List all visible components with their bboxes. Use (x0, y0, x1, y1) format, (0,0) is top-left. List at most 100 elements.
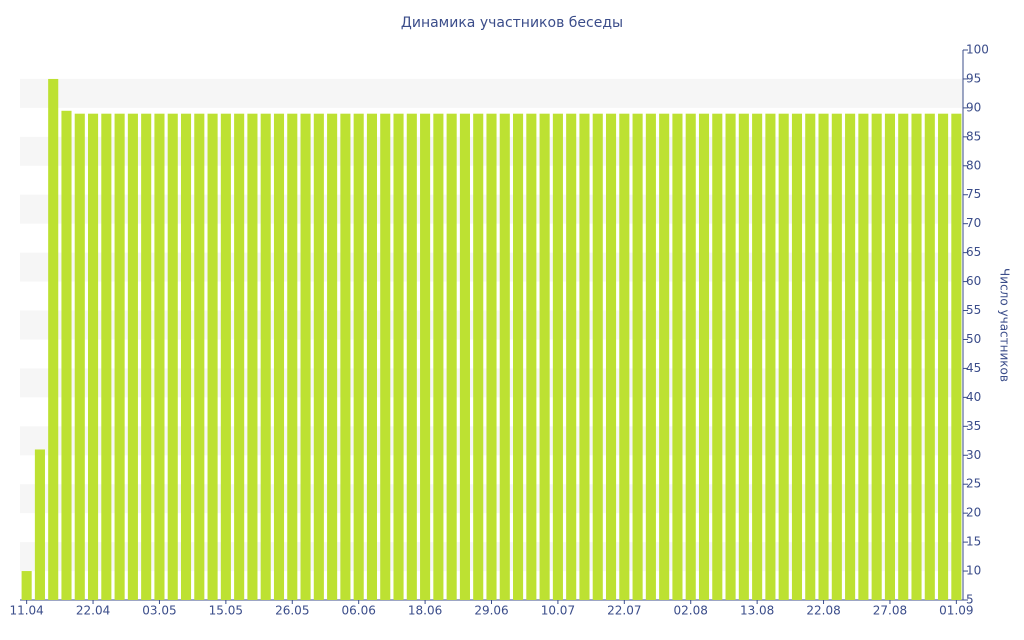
y-tick-label: 100 (966, 43, 989, 57)
bar (101, 113, 112, 601)
x-tick-label: 11.04 (9, 604, 43, 618)
bar (167, 113, 178, 601)
bar (592, 113, 603, 601)
bar (247, 113, 258, 601)
bar (738, 113, 749, 601)
bar (380, 113, 391, 601)
bar (207, 113, 218, 601)
x-tick-label: 13.08 (740, 604, 774, 618)
bar (420, 113, 431, 601)
bar (446, 113, 457, 601)
bar (366, 113, 378, 601)
bar (645, 113, 656, 601)
bar (340, 113, 351, 601)
bar (353, 113, 364, 601)
bar (48, 78, 59, 600)
bar (513, 113, 524, 601)
bar (154, 113, 165, 601)
x-tick-label: 29.06 (474, 604, 508, 618)
y-tick-label: 95 (966, 71, 981, 85)
y-tick-label: 70 (966, 216, 981, 230)
bar (898, 113, 909, 601)
bar (327, 113, 338, 601)
x-tick-label: 15.05 (209, 604, 243, 618)
bar (234, 113, 245, 601)
bar (499, 113, 510, 601)
bar (924, 113, 935, 601)
bar (938, 113, 949, 601)
bar (725, 113, 736, 601)
x-tick-label: 27.08 (873, 604, 907, 618)
x-tick-label: 02.08 (674, 604, 708, 618)
band (20, 78, 963, 108)
bar (805, 113, 816, 601)
bar (114, 113, 125, 601)
x-tick-label: 10.07 (541, 604, 575, 618)
bar (88, 113, 99, 601)
y-tick-label: 85 (966, 129, 981, 143)
bar (845, 113, 856, 601)
x-tick-label: 22.04 (76, 604, 110, 618)
bar (393, 113, 404, 601)
chart-title: Динамика участников беседы (401, 15, 623, 31)
y-tick-label: 40 (966, 390, 981, 404)
bar (911, 113, 922, 601)
y-tick-label: 35 (966, 419, 981, 433)
x-tick-label: 03.05 (142, 604, 176, 618)
x-tick-label: 26.05 (275, 604, 309, 618)
x-tick-label: 06.06 (342, 604, 376, 618)
bar (61, 110, 72, 600)
y-axis-label: Число участников (998, 268, 1012, 382)
bar (712, 113, 723, 601)
bar (552, 113, 563, 601)
y-tick-label: 60 (966, 274, 981, 288)
bar (180, 113, 192, 601)
bar (127, 113, 138, 601)
bar (313, 113, 324, 601)
bar (21, 571, 32, 600)
bar (791, 113, 803, 601)
bar (605, 113, 617, 601)
y-tick-label: 75 (966, 187, 981, 201)
y-tick-label: 5 (966, 593, 974, 607)
y-tick-label: 80 (966, 158, 981, 172)
y-tick-label: 55 (966, 303, 981, 317)
bar (260, 113, 271, 601)
y-tick-label: 45 (966, 361, 981, 375)
bar (74, 113, 85, 601)
bar (433, 113, 444, 601)
x-tick-label: 18.06 (408, 604, 442, 618)
x-tick-label: 01.09 (939, 604, 973, 618)
bar (579, 113, 590, 601)
bar (220, 113, 231, 601)
bar (473, 113, 484, 601)
bar (632, 113, 643, 601)
bar (698, 113, 710, 601)
y-tick-label: 50 (966, 332, 981, 346)
bar (486, 113, 497, 601)
bar (752, 113, 763, 601)
bar (619, 113, 630, 601)
bar (831, 113, 842, 601)
bar (141, 113, 152, 601)
y-tick-label: 65 (966, 245, 981, 259)
bar (300, 113, 311, 601)
bar (273, 113, 285, 601)
bar (526, 113, 537, 601)
bar (406, 113, 417, 601)
bar (672, 113, 683, 601)
bar (539, 113, 550, 601)
y-tick-label: 20 (966, 506, 981, 520)
bar (871, 113, 882, 601)
bar (566, 113, 577, 601)
x-tick-label: 22.07 (607, 604, 641, 618)
bar (778, 113, 789, 601)
bar (194, 113, 205, 601)
bar (765, 113, 776, 601)
bar (34, 449, 45, 600)
y-tick-label: 90 (966, 100, 981, 114)
bar (287, 113, 298, 601)
bar (858, 113, 869, 601)
bar (659, 113, 670, 601)
